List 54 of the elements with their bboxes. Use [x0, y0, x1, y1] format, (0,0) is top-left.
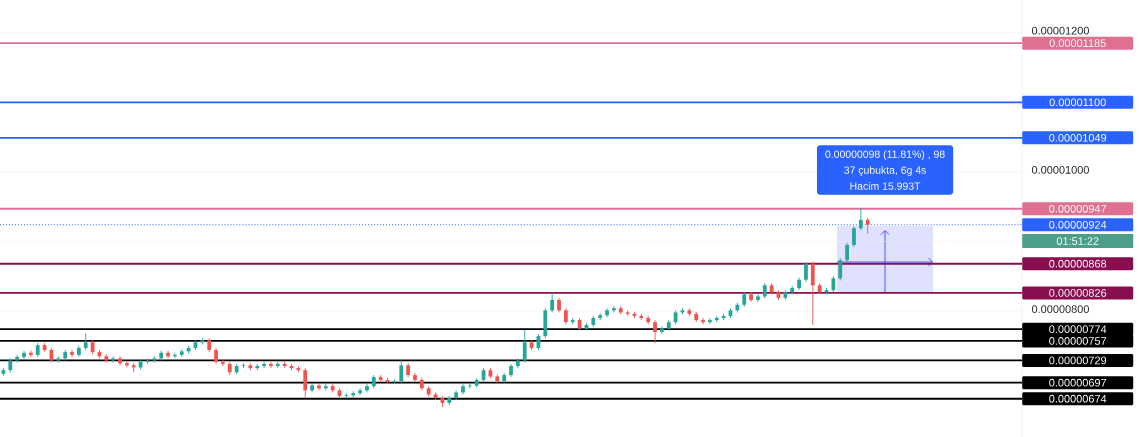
candlestick: [845, 242, 849, 263]
ref-line-label: 0.00001100: [1049, 98, 1106, 107]
candlestick: [399, 360, 404, 384]
ref-line-label: 0.00000674: [1049, 394, 1107, 403]
ref-line-label: 0.00000729: [1049, 356, 1107, 365]
candlestick: [660, 325, 664, 335]
candlestick: [413, 372, 417, 383]
candlestick: [653, 319, 657, 344]
y-tick-label: 0.00001000: [1031, 166, 1089, 174]
candlestick: [262, 361, 266, 369]
ref-line-label: 0.00000774: [1049, 325, 1107, 334]
y-tick-label: 0.00001200: [1031, 26, 1089, 35]
y-tick-label: 0.00000800: [1031, 305, 1089, 313]
annotation: 37 çubukta, 6g 4s: [844, 166, 926, 176]
candlestick: [701, 317, 705, 325]
candlestick: [522, 329, 527, 363]
candlestick: [810, 261, 815, 326]
candlestick: [344, 392, 349, 399]
candlestick: [303, 367, 308, 399]
candlestick: [365, 383, 369, 393]
candlestick: [166, 350, 170, 359]
candlestick: [804, 261, 808, 283]
ref-line-label: 0.00001185: [1049, 39, 1106, 48]
candlestick: [611, 305, 616, 313]
annotation: 0.00000098 (11.81%) , 98: [825, 150, 945, 160]
ref-line-label: 0.00000947: [1049, 204, 1107, 213]
text: 01:51:22: [1056, 237, 1099, 245]
annotation: Hacim 15.993T: [850, 182, 921, 190]
candlestick: [269, 361, 273, 369]
candlestick: [461, 383, 465, 395]
candlestick: [241, 362, 246, 369]
candlestick: [838, 257, 843, 281]
candlestick: [550, 292, 555, 313]
candlestick: [358, 387, 363, 396]
candlestick: [118, 355, 122, 366]
candlestick: [756, 293, 760, 303]
candlestick: [852, 225, 856, 248]
candlestick: [70, 349, 74, 358]
ref-line-label: 0.00001049: [1049, 133, 1107, 142]
candlestick: [392, 378, 397, 385]
candlestick: [708, 317, 712, 325]
ref-line-label: 0.00000757: [1049, 337, 1107, 345]
ref-line-label: 0.00000697: [1049, 378, 1107, 387]
ref-line-label: 0.00000826: [1049, 289, 1107, 297]
candlestick: [543, 307, 548, 339]
candlestick: [124, 360, 129, 368]
candlestick: [858, 207, 863, 231]
ref-line-label: 0.00000924: [1049, 220, 1107, 229]
ref-line-label: 0.00000868: [1049, 259, 1107, 268]
candlestick: [28, 350, 33, 358]
candlestick: [15, 354, 20, 363]
candlestick: [22, 350, 26, 360]
candlestick: [221, 359, 225, 367]
candlestick: [605, 307, 609, 318]
